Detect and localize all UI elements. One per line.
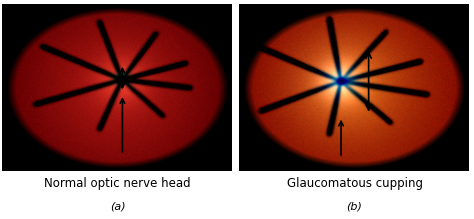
Text: (b): (b)	[346, 201, 363, 212]
Text: Glaucomatous cupping: Glaucomatous cupping	[287, 177, 422, 190]
Text: Normal optic nerve head: Normal optic nerve head	[44, 177, 191, 190]
Text: (a): (a)	[110, 201, 125, 212]
